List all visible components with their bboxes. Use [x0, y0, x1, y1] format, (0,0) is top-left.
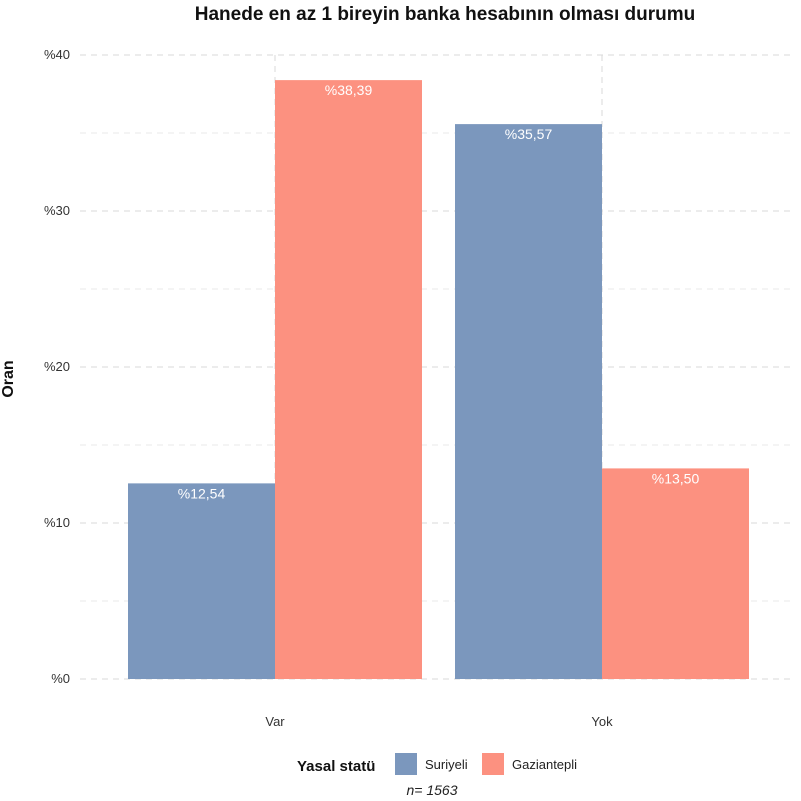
- x-tick-label: Var: [265, 714, 285, 729]
- y-tick-label: %40: [44, 47, 70, 62]
- legend-label-gaziantepli: Gaziantepli: [512, 757, 577, 772]
- bar-gaziantepli-yok: [602, 468, 749, 679]
- data-label: %35,57: [505, 126, 553, 142]
- data-label: %38,39: [325, 82, 373, 98]
- data-label: %13,50: [652, 470, 700, 486]
- legend-title: Yasal statü: [297, 758, 375, 775]
- bar-suriyeli-yok: [455, 124, 602, 679]
- legend-swatch-gaziantepli: [482, 753, 504, 775]
- data-labels: %12,54 %38,39 %35,57 %13,50: [178, 82, 700, 501]
- bar-suriyeli-var: [128, 483, 275, 679]
- x-tick-label: Yok: [591, 714, 613, 729]
- y-tick-label: %0: [51, 671, 70, 686]
- legend-swatch-suriyeli: [395, 753, 417, 775]
- y-tick-label: %20: [44, 359, 70, 374]
- axes: %0 %10 %20 %30 %40 Var Yok: [44, 47, 613, 729]
- bar-gaziantepli-var: [275, 80, 422, 680]
- data-label: %12,54: [178, 485, 226, 501]
- y-axis-label: Oran: [0, 360, 17, 397]
- sample-size-caption: n= 1563: [407, 782, 458, 798]
- y-tick-label: %10: [44, 515, 70, 530]
- chart-title: Hanede en az 1 bireyin banka hesabının o…: [195, 4, 695, 25]
- legend-label-suriyeli: Suriyeli: [425, 757, 468, 772]
- y-tick-label: %30: [44, 203, 70, 218]
- legend: Yasal statü Suriyeli Gaziantepli: [297, 753, 577, 775]
- bars: [128, 80, 749, 680]
